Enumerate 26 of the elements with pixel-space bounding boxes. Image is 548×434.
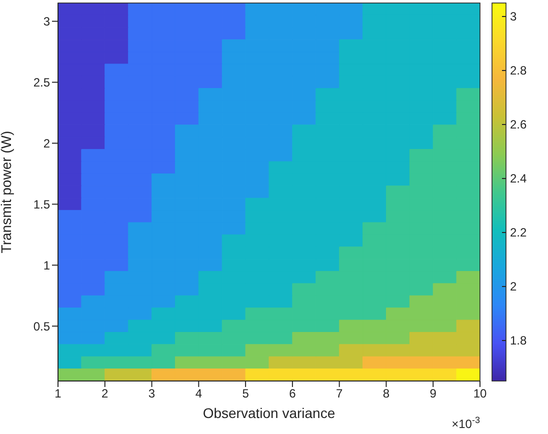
y-tick-label: 1 <box>43 258 50 272</box>
x-tick-label: 2 <box>102 386 109 401</box>
text: ×10$^{-3}$ <box>452 415 480 431</box>
x-tick-label: 4 <box>195 386 202 401</box>
color-bar-label: 2 <box>510 280 517 294</box>
y-tick-label: 3 <box>43 14 50 29</box>
y-axis-title: Transmit power (W) <box>0 130 14 254</box>
color-bar-label: 2.8 <box>510 64 528 78</box>
x-tick-label: 9 <box>430 386 437 401</box>
x-tick-label: 10 <box>473 386 487 401</box>
x-tick-label: 5 <box>242 386 250 401</box>
y-tick-label: 2.5 <box>33 76 50 90</box>
y-tick-label: 1.5 <box>33 197 50 212</box>
color-bar-label: 3 <box>510 10 517 24</box>
x-tick-label: 3 <box>148 386 156 401</box>
y-tick-label: 0.5 <box>33 319 50 334</box>
color-bar-label: 2.6 <box>510 118 528 132</box>
x-axis-title: Observation variance <box>202 405 336 421</box>
x-tick-label: 6 <box>289 386 296 401</box>
y-tick-label: 2 <box>43 136 50 150</box>
color-bar-label: 2.2 <box>510 226 528 240</box>
color-bar-label: 2.4 <box>510 172 528 186</box>
x-tick-label: 1 <box>54 386 62 401</box>
x-tick-label: 7 <box>336 386 343 401</box>
x-tick-label: 8 <box>382 386 390 401</box>
color-bar-label: 1.8 <box>510 334 528 348</box>
